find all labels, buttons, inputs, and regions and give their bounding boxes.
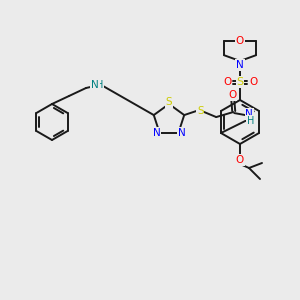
Text: O: O (236, 36, 244, 46)
Text: O: O (236, 155, 244, 165)
Text: O: O (228, 90, 236, 100)
Text: S: S (166, 97, 172, 107)
Text: N: N (178, 128, 185, 138)
Text: N: N (153, 128, 160, 138)
Text: H: H (247, 116, 254, 126)
Text: O: O (223, 77, 231, 87)
Text: S: S (197, 106, 203, 116)
Text: O: O (249, 77, 257, 87)
Text: H: H (96, 80, 104, 90)
Text: S: S (236, 77, 244, 87)
Text: N: N (245, 109, 253, 119)
Text: N: N (236, 60, 244, 70)
Text: N: N (91, 80, 99, 90)
